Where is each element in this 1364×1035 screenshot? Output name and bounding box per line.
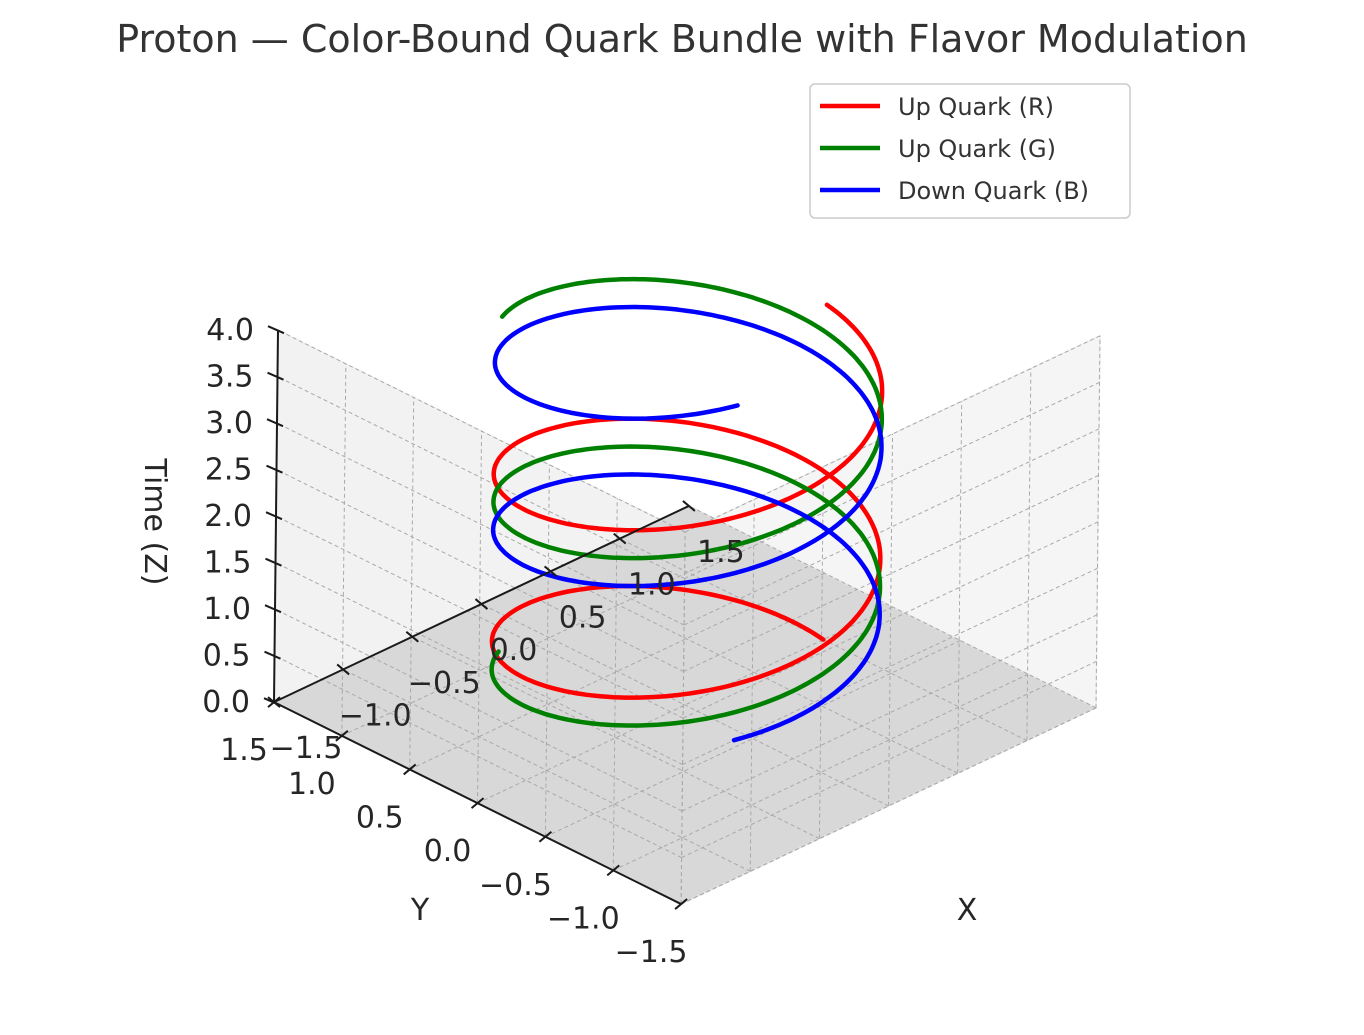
z-tick-label: 3.0	[205, 406, 253, 441]
x-tick-mark	[613, 532, 627, 545]
grid-line	[1095, 335, 1101, 708]
y-axis-label: Y	[410, 893, 430, 928]
grid-line	[276, 422, 685, 626]
y-tick-mark	[538, 830, 553, 843]
z-tick-mark	[264, 604, 282, 614]
legend-label-3: Down Quark (B)	[898, 177, 1089, 205]
z-tick-mark	[265, 511, 283, 521]
y-tick-label: 1.5	[220, 733, 268, 768]
z-tick-label: 2.0	[204, 499, 252, 534]
grid-line	[749, 499, 755, 872]
grid-line	[277, 376, 685, 579]
z-tick-mark	[267, 371, 284, 381]
z-tick-label: 3.5	[206, 360, 254, 395]
z-tick-label: 4.0	[206, 313, 254, 348]
grid-line	[477, 431, 483, 804]
x-tick-mark	[682, 500, 696, 512]
grid-line	[275, 562, 683, 765]
y-tick-mark	[606, 864, 620, 877]
grid-line	[888, 433, 894, 806]
x-tick-label: −1.5	[270, 731, 343, 766]
legend-label-1: Up Quark (R)	[898, 93, 1054, 121]
z-tick-mark	[265, 557, 282, 567]
y-tick-mark	[470, 797, 485, 809]
grid-line	[612, 498, 618, 871]
z-tick-label: 2.5	[205, 453, 253, 488]
grid-line	[274, 608, 683, 812]
z-tick-mark	[266, 464, 283, 474]
grid-line	[957, 401, 963, 774]
y-tick-mark	[335, 730, 349, 742]
x-axis-label: X	[957, 893, 978, 928]
y-tick-label: 0.5	[356, 800, 404, 835]
x-tick-label: 1.0	[628, 568, 676, 603]
grid-line	[275, 515, 684, 719]
grid-line	[1026, 368, 1032, 741]
x-tick-label: 1.5	[697, 535, 745, 570]
x-tick-label: −0.5	[408, 666, 481, 701]
y-tick-label: 1.0	[288, 767, 336, 802]
z-tick-mark	[263, 697, 281, 707]
grid-line	[680, 532, 686, 905]
x-tick-mark	[405, 630, 419, 643]
legend-box	[809, 83, 1131, 219]
grid-line	[341, 363, 347, 736]
tick-labels: −1.5−1.0−0.50.00.51.01.5−1.5−1.0−0.50.00…	[202, 313, 744, 970]
legend-label-2: Up Quark (G)	[898, 135, 1056, 163]
chart-title: Proton — Color-Bound Quark Bundle with F…	[116, 17, 1248, 61]
grid-line	[409, 397, 415, 770]
series-line-2	[489, 276, 885, 728]
series-line-1	[489, 302, 885, 700]
series-lines	[489, 276, 885, 743]
grid-line	[274, 655, 682, 858]
z-tick-label: 1.0	[203, 592, 251, 627]
x-tick-label: 0.0	[490, 633, 538, 668]
x-tick-label: 0.5	[559, 600, 607, 635]
z-tick-label: 0.0	[202, 685, 250, 720]
z-axis-label: Time (Z)	[137, 458, 172, 586]
y-tick-label: −1.0	[547, 901, 620, 936]
z-tick-mark	[266, 418, 284, 428]
x-tick-label: −1.0	[339, 698, 412, 733]
x-tick-mark	[336, 663, 350, 676]
series-line-3	[490, 304, 884, 743]
z-tick-label: 0.5	[203, 639, 251, 674]
x-tick-mark	[474, 598, 489, 610]
z-tick-mark	[267, 325, 285, 335]
z-tick-mark	[264, 650, 281, 660]
y-tick-label: −0.5	[479, 868, 552, 903]
axis-lines	[263, 325, 696, 910]
grid-line	[550, 570, 958, 774]
x-tick-mark	[543, 565, 558, 578]
y-tick-label: −1.5	[615, 935, 688, 970]
y-tick-mark	[674, 898, 688, 910]
legend: Up Quark (R) Up Quark (G) Down Quark (B)	[809, 83, 1131, 219]
grid-line	[276, 469, 684, 672]
grid-line	[481, 603, 889, 807]
grid-line	[544, 464, 550, 837]
grid-line	[342, 669, 751, 872]
z-tick-label: 1.5	[204, 546, 252, 581]
y-tick-mark	[403, 763, 417, 776]
grid-line	[412, 636, 820, 840]
y-tick-label: 0.0	[424, 834, 472, 869]
grid-line	[277, 329, 686, 533]
